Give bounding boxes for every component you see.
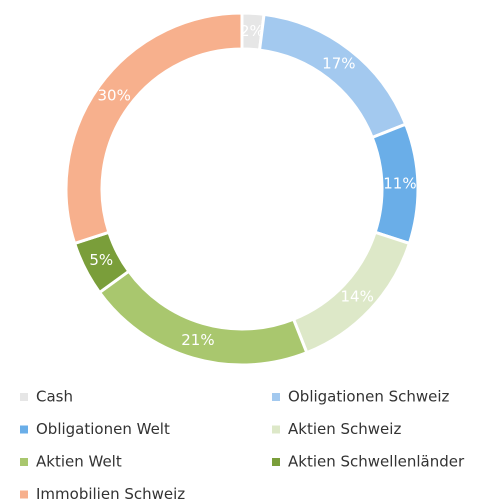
legend-label: Obligationen Welt xyxy=(36,420,170,438)
donut-segment xyxy=(97,269,309,367)
legend-label: Obligationen Schweiz xyxy=(288,388,450,406)
value-label: 2% xyxy=(240,22,264,40)
value-label: 17% xyxy=(322,55,355,73)
legend-swatch xyxy=(20,458,28,466)
legend-label: Aktien Schwellenländer xyxy=(288,453,465,471)
legend-swatch xyxy=(272,425,280,434)
legend-swatch xyxy=(20,425,28,434)
legend-swatch xyxy=(20,393,28,401)
value-label: 21% xyxy=(181,331,214,349)
legend-label: Aktien Welt xyxy=(36,453,122,471)
legend-swatch xyxy=(272,458,280,466)
legend-label: Immobilien Schweiz xyxy=(36,485,185,502)
legend-label: Aktien Schweiz xyxy=(288,420,401,438)
legend-swatch xyxy=(20,490,28,499)
donut-segment xyxy=(64,11,244,246)
value-label: 11% xyxy=(383,175,416,193)
donut-segment xyxy=(257,12,408,140)
value-label: 30% xyxy=(98,87,131,105)
legend-label: Cash xyxy=(36,388,73,406)
value-label: 14% xyxy=(341,288,374,306)
value-label: 5% xyxy=(89,251,113,269)
legend-swatch xyxy=(272,393,280,401)
